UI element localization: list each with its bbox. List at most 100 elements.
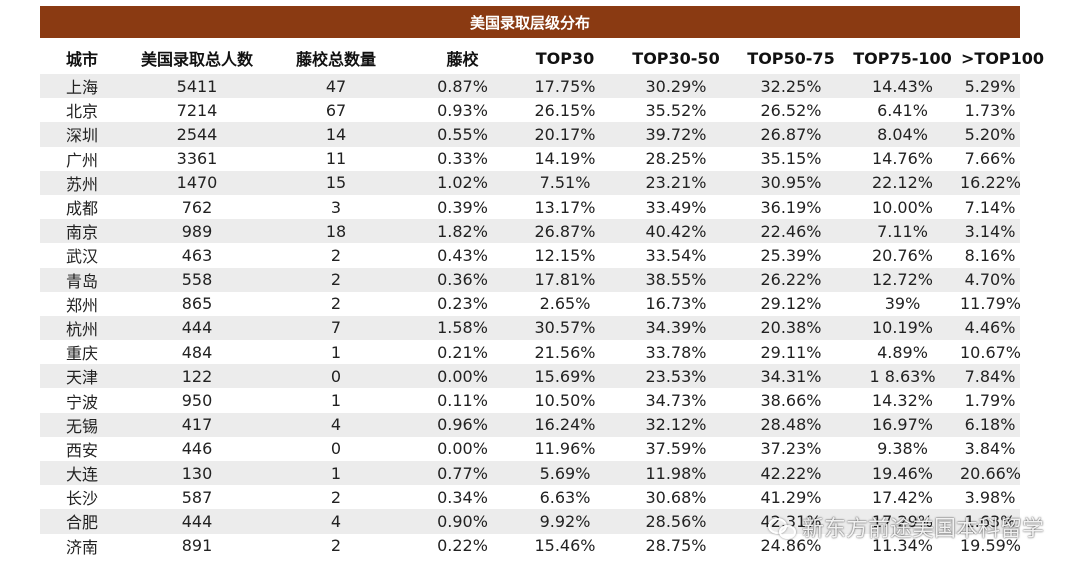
table-row: 南京 989 18 1.82% 26.87% 40.42% 22.46% 7.11% 3.14% <box>40 219 1020 243</box>
column-header: 美国录取总人数 <box>132 42 262 74</box>
table-cell: 3.84% <box>960 437 1020 461</box>
table-cell: 11.96% <box>515 437 615 461</box>
table-cell: 17.81% <box>515 268 615 292</box>
table-cell: 0.22% <box>410 534 515 558</box>
table-cell: 13.17% <box>515 195 615 219</box>
table-cell: 0.00% <box>410 437 515 461</box>
table-cell: 4.46% <box>960 316 1020 340</box>
table-cell: 34.31% <box>737 364 845 388</box>
table-cell: 19.46% <box>845 461 960 485</box>
table-cell: 26.87% <box>515 219 615 243</box>
table-row: 武汉 463 2 0.43% 12.15% 33.54% 25.39% 20.76% 8.16% <box>40 243 1020 267</box>
table-cell: 42.31% <box>737 509 845 533</box>
table-cell: 35.52% <box>615 98 737 122</box>
table-cell: 28.56% <box>615 509 737 533</box>
table-cell: 34.39% <box>615 316 737 340</box>
table-cell: 29.12% <box>737 292 845 316</box>
city-cell: 上海 <box>40 74 132 98</box>
city-cell: 天津 <box>40 364 132 388</box>
city-cell: 济南 <box>40 534 132 558</box>
table-cell: 15 <box>262 171 410 195</box>
table-cell: 19.59% <box>960 534 1020 558</box>
city-cell: 广州 <box>40 147 132 171</box>
table-cell: 3.98% <box>960 485 1020 509</box>
table-cell: 6.18% <box>960 413 1020 437</box>
table-cell: 20.17% <box>515 122 615 146</box>
table-cell: 8.16% <box>960 243 1020 267</box>
table-row: 上海 5411 47 0.87% 17.75% 30.29% 32.25% 14.43% 5.2… <box>40 74 1020 98</box>
table-row: 无锡 417 4 0.96% 16.24% 32.12% 28.48% 16.97% 6.18% <box>40 413 1020 437</box>
table-cell: 0.34% <box>410 485 515 509</box>
table-cell: 0.96% <box>410 413 515 437</box>
table-cell: 38.66% <box>737 388 845 412</box>
table-cell: 8.04% <box>845 122 960 146</box>
table-cell: 3.14% <box>960 219 1020 243</box>
table-cell: 891 <box>132 534 262 558</box>
table-cell: 22.12% <box>845 171 960 195</box>
city-cell: 宁波 <box>40 388 132 412</box>
table-cell: 3361 <box>132 147 262 171</box>
table-cell: 5.20% <box>960 122 1020 146</box>
table-cell: 10.67% <box>960 340 1020 364</box>
table-cell: 28.75% <box>615 534 737 558</box>
table-cell: 0.43% <box>410 243 515 267</box>
table-cell: 15.46% <box>515 534 615 558</box>
table-cell: 33.54% <box>615 243 737 267</box>
table-cell: 30.57% <box>515 316 615 340</box>
table-cell: 484 <box>132 340 262 364</box>
table-cell: 32.12% <box>615 413 737 437</box>
table-cell: 67 <box>262 98 410 122</box>
city-cell: 南京 <box>40 219 132 243</box>
table-cell: 14.32% <box>845 388 960 412</box>
table-cell: 130 <box>132 461 262 485</box>
table-row: 青岛 558 2 0.36% 17.81% 38.55% 26.22% 12.72% 4.70% <box>40 268 1020 292</box>
table-cell: 16.22% <box>960 171 1020 195</box>
table-cell: 446 <box>132 437 262 461</box>
table-cell: 41.29% <box>737 485 845 509</box>
table-row: 深圳 2544 14 0.55% 20.17% 39.72% 26.87% 8.04% 5.20… <box>40 122 1020 146</box>
table-cell: 5.29% <box>960 74 1020 98</box>
table-cell: 0.90% <box>410 509 515 533</box>
table-cell: 47 <box>262 74 410 98</box>
table-cell: 7.66% <box>960 147 1020 171</box>
table-cell: 2 <box>262 268 410 292</box>
table-cell: 2 <box>262 534 410 558</box>
city-cell: 合肥 <box>40 509 132 533</box>
city-cell: 郑州 <box>40 292 132 316</box>
table-cell: 0.33% <box>410 147 515 171</box>
table-cell: 32.25% <box>737 74 845 98</box>
table-cell: 1 <box>262 340 410 364</box>
table-row: 长沙 587 2 0.34% 6.63% 30.68% 41.29% 17.42% 3.98% <box>40 485 1020 509</box>
table-cell: 0.77% <box>410 461 515 485</box>
table-cell: 4.70% <box>960 268 1020 292</box>
table-cell: 14.43% <box>845 74 960 98</box>
column-header: 城市 <box>40 42 132 74</box>
table-cell: 9.92% <box>515 509 615 533</box>
table-cell: 1.63% <box>960 509 1020 533</box>
table-cell: 21.56% <box>515 340 615 364</box>
table-cell: 989 <box>132 219 262 243</box>
table-cell: 25.39% <box>737 243 845 267</box>
table-cell: 20.66% <box>960 461 1020 485</box>
table-row: 广州 3361 11 0.33% 14.19% 28.25% 35.15% 14.76% 7.6… <box>40 147 1020 171</box>
table-cell: 38.55% <box>615 268 737 292</box>
table-cell: 865 <box>132 292 262 316</box>
table-cell: 30.68% <box>615 485 737 509</box>
table-cell: 7.14% <box>960 195 1020 219</box>
table-cell: 444 <box>132 509 262 533</box>
column-header: TOP30-50 <box>615 42 737 74</box>
column-header: TOP75-100 <box>845 42 960 74</box>
table-cell: 4 <box>262 509 410 533</box>
city-cell: 无锡 <box>40 413 132 437</box>
table-cell: 11 <box>262 147 410 171</box>
city-cell: 苏州 <box>40 171 132 195</box>
table-cell: 1.79% <box>960 388 1020 412</box>
table-row: 大连 130 1 0.77% 5.69% 11.98% 42.22% 19.46% 20.66% <box>40 461 1020 485</box>
table-cell: 39% <box>845 292 960 316</box>
table-cell: 1 <box>262 388 410 412</box>
table-cell: 11.34% <box>845 534 960 558</box>
city-cell: 成都 <box>40 195 132 219</box>
table-body: 上海 5411 47 0.87% 17.75% 30.29% 32.25% 14.43% 5.2… <box>40 74 1020 558</box>
table-cell: 34.73% <box>615 388 737 412</box>
table-cell: 5411 <box>132 74 262 98</box>
